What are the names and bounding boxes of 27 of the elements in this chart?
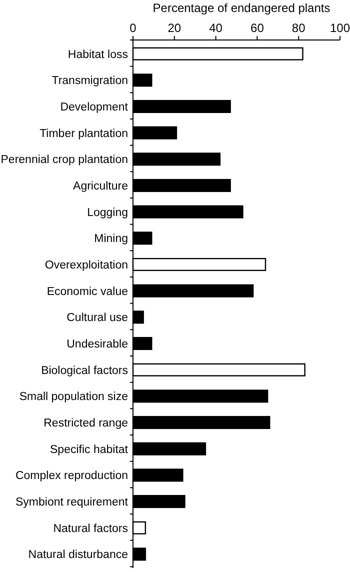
- x-tick-label: 40: [209, 21, 223, 35]
- y-tick-label: Undesirable: [66, 338, 128, 351]
- y-tick-label: Complex reproduction: [15, 470, 128, 482]
- y-tick-label: Perennial crop plantation: [0, 154, 128, 166]
- y-tick-label: Specific habitat: [50, 444, 129, 456]
- y-tick-label: Symbiont requirement: [16, 496, 129, 509]
- x-tick-label: 0: [130, 21, 137, 35]
- y-tick-label: Restricted range: [44, 418, 128, 430]
- y-tick-label: Logging: [87, 206, 128, 219]
- x-tick-label: 20: [168, 21, 182, 35]
- y-tick-label: Small population size: [19, 391, 128, 404]
- y-tick-label: Agriculture: [73, 180, 128, 193]
- x-axis-title: Percentage of endangered plants: [152, 1, 330, 15]
- y-tick-label: Natural factors: [53, 522, 128, 535]
- y-tick-label: Transmigration: [52, 75, 128, 88]
- y-tick-label: Timber plantation: [40, 128, 128, 140]
- x-tick-label: 60: [250, 21, 264, 35]
- y-tick-label: Cultural use: [66, 312, 128, 324]
- y-tick-label: Development: [60, 102, 129, 114]
- x-tick-label: 100: [330, 21, 350, 35]
- y-tick-label: Economic value: [46, 286, 128, 298]
- y-tick-label: Overexploitation: [44, 260, 128, 272]
- y-tick-label: Mining: [94, 233, 128, 246]
- y-tick-label: Natural disturbance: [28, 549, 128, 562]
- y-tick-label: Habitat loss: [68, 48, 128, 61]
- y-tick-label: Biological factors: [41, 364, 128, 377]
- x-tick-label: 80: [292, 21, 306, 35]
